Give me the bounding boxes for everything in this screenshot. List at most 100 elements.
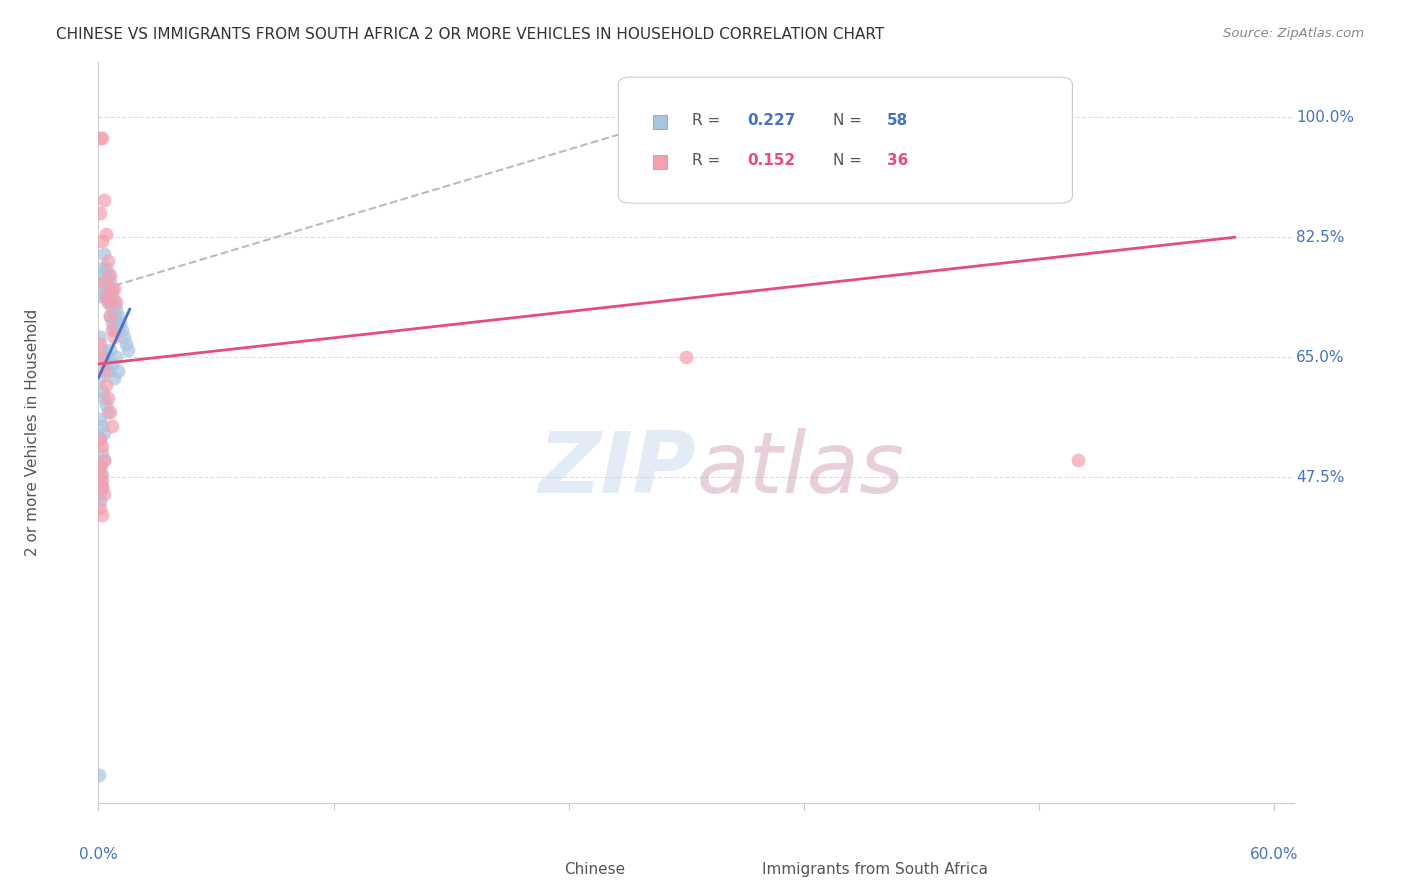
Text: 2 or more Vehicles in Household: 2 or more Vehicles in Household (25, 309, 41, 557)
Point (89, 329, 111, 343)
Point (97, 405, 120, 419)
Text: R =: R = (692, 153, 725, 169)
Point (89, 206, 111, 220)
Point (97, 268, 120, 282)
Point (105, 316, 128, 330)
Point (98, 309, 121, 323)
Point (111, 323, 134, 337)
Point (91, 439, 114, 453)
Text: 58: 58 (887, 112, 908, 128)
Point (105, 350, 128, 364)
Point (91, 343, 114, 358)
Point (101, 418, 124, 433)
Point (101, 357, 124, 371)
Point (89, 433, 111, 447)
Point (97, 282, 120, 296)
Point (96, 377, 118, 392)
Point (107, 323, 129, 337)
Point (112, 329, 135, 343)
Point (93, 487, 115, 501)
Point (98, 268, 121, 282)
Point (93, 364, 115, 378)
Point (91, 418, 114, 433)
Point (89, 501, 111, 516)
Text: R =: R = (692, 112, 725, 128)
Point (96, 261, 118, 276)
Text: N =: N = (834, 153, 868, 169)
Text: 100.0%: 100.0% (1296, 110, 1354, 125)
Point (91, 131, 114, 145)
Text: 60.0%: 60.0% (1250, 847, 1298, 863)
Text: 0.0%: 0.0% (79, 847, 118, 863)
Point (91, 446, 114, 460)
Point (89, 474, 111, 488)
Text: 0.152: 0.152 (748, 153, 796, 169)
Point (96, 288, 118, 302)
Text: 36: 36 (887, 153, 908, 169)
Point (89, 288, 111, 302)
Point (98, 309, 121, 323)
Point (89, 768, 111, 782)
Point (101, 288, 124, 302)
Point (97, 254, 120, 268)
Point (108, 316, 131, 330)
Point (91, 350, 114, 364)
Point (93, 453, 115, 467)
FancyBboxPatch shape (619, 78, 1073, 203)
Point (89, 131, 111, 145)
Point (103, 295, 125, 310)
Point (89, 336, 111, 351)
Point (96, 288, 118, 302)
Point (93, 268, 115, 282)
Point (93, 282, 115, 296)
Point (93, 193, 115, 207)
Text: N =: N = (834, 112, 868, 128)
Text: CHINESE VS IMMIGRANTS FROM SOUTH AFRICA 2 OR MORE VEHICLES IN HOUSEHOLD CORRELAT: CHINESE VS IMMIGRANTS FROM SOUTH AFRICA … (56, 27, 884, 42)
Point (107, 364, 129, 378)
Point (675, 350, 697, 364)
Point (96, 227, 118, 241)
Point (105, 295, 128, 310)
Text: atlas: atlas (696, 428, 904, 511)
Point (91, 480, 114, 494)
Point (107, 309, 129, 323)
Point (101, 316, 124, 330)
Point (103, 323, 125, 337)
Point (98, 275, 121, 289)
Point (101, 323, 124, 337)
Point (98, 343, 121, 358)
Point (103, 371, 125, 385)
Point (103, 309, 125, 323)
Point (105, 302, 128, 317)
Point (89, 433, 111, 447)
Point (96, 398, 118, 412)
Point (103, 329, 125, 343)
Point (98, 295, 121, 310)
Point (101, 282, 124, 296)
Point (89, 412, 111, 426)
Text: Chinese: Chinese (565, 862, 626, 877)
Point (89, 494, 111, 508)
Text: 0.227: 0.227 (748, 112, 796, 128)
Text: Source: ZipAtlas.com: Source: ZipAtlas.com (1223, 27, 1364, 40)
Point (91, 261, 114, 276)
Text: 82.5%: 82.5% (1296, 230, 1344, 244)
Point (93, 275, 115, 289)
Point (91, 234, 114, 248)
Point (97, 295, 120, 310)
Text: Immigrants from South Africa: Immigrants from South Africa (762, 862, 987, 877)
Point (97, 364, 120, 378)
Point (89, 459, 111, 474)
Point (91, 480, 114, 494)
Point (91, 384, 114, 399)
Point (96, 275, 118, 289)
Point (91, 275, 114, 289)
Point (93, 392, 115, 406)
Point (89, 467, 111, 481)
Point (93, 425, 115, 440)
Point (91, 508, 114, 522)
Point (89, 487, 111, 501)
Point (96, 357, 118, 371)
Point (93, 247, 115, 261)
Point (1067, 453, 1090, 467)
